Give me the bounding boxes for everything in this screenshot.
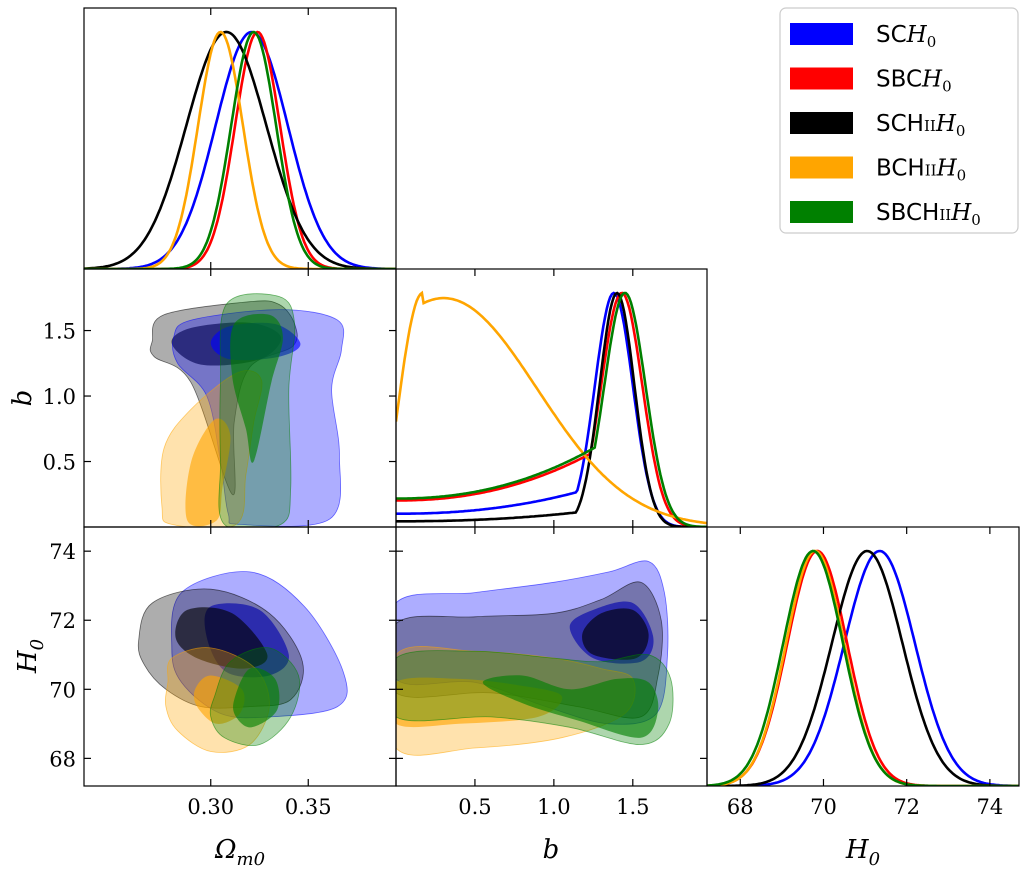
curve-b-schiih0 [396, 291, 707, 527]
y-tick-label-b: 0.5 [43, 451, 76, 475]
contour-68-sbchiih0 [233, 667, 280, 728]
x-tick-label-b: 0.5 [458, 795, 491, 819]
contour-68-schiih0 [175, 607, 268, 669]
legend-swatch-sch0 [790, 23, 853, 45]
x-tick-label-h0: 68 [727, 795, 754, 819]
legend-label-sbchiih0: SBCHIIH0 [876, 200, 981, 229]
x-tick-label-h0: 72 [893, 795, 920, 819]
legend-label-sch0: SCH0 [876, 22, 936, 51]
panel-omega-b [149, 293, 345, 527]
panel-b-1d [396, 290, 707, 527]
y-tick-label-b: 1.5 [43, 320, 76, 344]
panel-b-h0 [396, 560, 674, 756]
contour-68-bchiih0 [193, 675, 245, 724]
y-tick-label-b: 1.0 [43, 385, 76, 409]
x-tick-label-om: 0.35 [285, 795, 332, 819]
curve-om-sbchiih0 [84, 30, 396, 269]
panel-h0-1d [707, 549, 1019, 786]
contour-68-sbchiih0 [482, 675, 659, 738]
legend-label-bchiih0: BCHIIH0 [876, 156, 966, 185]
curve-om-schiih0 [84, 30, 396, 269]
x-axis-title-h0: H0 [845, 835, 880, 870]
x-axis-title-b: b [543, 835, 560, 865]
curve-b-bchiih0 [396, 290, 707, 525]
curve-h0-schiih0 [707, 549, 1019, 786]
x-tick-label-b: 1.5 [616, 795, 649, 819]
x-tick-label-h0: 70 [810, 795, 837, 819]
legend-swatch-schiih0 [790, 112, 853, 134]
x-axis-title-omega: Ωm0 [214, 835, 265, 870]
legend-label-schiih0: SCHIIH0 [876, 111, 965, 140]
panel-omega-1d [84, 30, 396, 269]
y-tick-label-h0: 68 [49, 747, 76, 771]
curve-b-sbchiih0 [396, 291, 707, 527]
curve-h0-sch0 [707, 549, 1019, 786]
legend: SCH0 SBCH0 SCHIIH0 BCHIIH0 SBCHIIH0 [779, 7, 1019, 234]
curve-b-sbch0 [396, 291, 707, 527]
legend-swatch-sbchiih0 [790, 201, 853, 223]
y-tick-label-h0: 72 [49, 609, 76, 633]
contour-68-sbchiih0 [230, 313, 283, 463]
curve-h0-sbchiih0 [707, 549, 1019, 786]
panel-omega-h0 [137, 571, 348, 753]
x-tick-label-h0: 74 [977, 795, 1004, 819]
y-axis-title-h0: H0 [13, 639, 48, 674]
y-tick-label-h0: 74 [49, 540, 76, 564]
legend-swatch-bchiih0 [790, 156, 853, 179]
y-tick-label-h0: 70 [49, 678, 76, 702]
y-axis-title-b: b [8, 390, 38, 407]
x-tick-label-om: 0.30 [187, 795, 234, 819]
panel-h0-1d-frame [706, 526, 1020, 787]
legend-swatch-sbch0 [790, 67, 853, 90]
legend-label-sbch0: SBCH0 [876, 67, 952, 96]
x-tick-label-b: 1.0 [537, 795, 570, 819]
contour-68-schiih0 [582, 608, 649, 660]
